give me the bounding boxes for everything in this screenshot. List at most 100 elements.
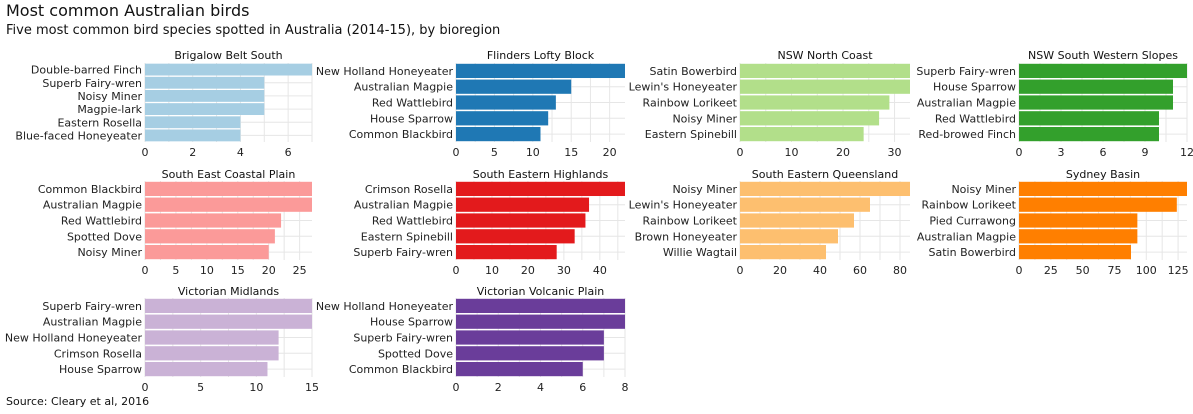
category-label: Noisy Miner [672,112,737,125]
bar [145,76,265,89]
category-label: House Sparrow [370,316,453,329]
category-label: Australian Magpie [43,199,142,212]
bar [1019,79,1173,94]
page-subtitle: Five most common bird species spotted in… [6,23,501,38]
panel-title: NSW North Coast [777,49,873,62]
bar [456,244,557,260]
tick-label: 0 [737,146,744,159]
bar [456,79,572,94]
category-label: Superb Fairy-wren [353,332,453,345]
bar [145,197,312,212]
panel-title: Victorian Volcanic Plain [477,285,605,298]
tick-label: 0 [453,381,460,394]
category-label: Red-browed Finch [918,128,1016,141]
panel-title: Victorian Midlands [178,285,279,298]
category-label: Spotted Dove [378,347,453,360]
tick-label: 20 [603,146,617,159]
category-label: Red Wattlebird [935,112,1016,125]
category-label: New Holland Honeyeater [5,332,143,345]
category-label: Australian Magpie [43,316,142,329]
tick-label: 12 [1180,146,1193,159]
category-label: Australian Magpie [354,199,453,212]
tick-label: 0 [142,381,149,394]
bar [456,346,604,361]
panel-title: South Eastern Queensland [752,168,898,181]
tick-label: 20 [773,264,787,277]
category-label: New Holland Honeyeater [316,65,454,78]
category-label: Australian Magpie [354,81,453,94]
bar [145,103,265,116]
bar [456,126,541,142]
tick-label: 0 [453,264,460,277]
bar [456,330,604,345]
tick-label: 0 [453,146,460,159]
facet-panel: NSW South Western Slopes Superb Fairy-wre… [916,49,1193,159]
bar [1019,95,1173,110]
panel-title: Flinders Lofty Block [487,49,595,62]
category-label: Blue-faced Honeyeater [15,129,142,142]
tick-label: 100 [1136,264,1157,277]
tick-label: 15 [305,381,319,394]
bar [1019,126,1159,142]
facet-panel: Flinders Lofty Block New Holland Honeyeat… [316,49,625,159]
tick-label: 3 [1058,146,1065,159]
tick-label: 25 [1044,264,1058,277]
tick-label: 4 [237,146,244,159]
bar [1019,244,1131,260]
bar [145,89,265,102]
category-label: Brown Honeyeater [635,230,738,243]
tick-label: 8 [622,381,629,394]
category-label: Noisy Miner [951,183,1016,196]
bar [740,229,838,244]
category-label: Noisy Miner [672,183,737,196]
bar [740,197,870,212]
bar [456,314,625,329]
bar [145,116,241,129]
tick-label: 6 [285,146,292,159]
bar [740,63,910,79]
tick-label: 20 [836,146,850,159]
bar [145,361,268,377]
tick-label: 6 [579,381,586,394]
category-label: Noisy Miner [77,90,142,103]
bar [456,111,549,126]
bar [1019,111,1159,126]
category-label: Australian Magpie [917,230,1016,243]
tick-label: 5 [197,381,204,394]
category-label: Rainbow Lorikeet [643,215,738,228]
bar [456,181,625,197]
category-label: Lewin's Honeyeater [629,81,738,94]
category-label: Pied Currawong [929,215,1016,228]
tick-label: 125 [1168,264,1189,277]
tick-label: 50 [1076,264,1090,277]
bar [145,330,279,345]
category-label: Rainbow Lorikeet [922,199,1017,212]
tick-label: 5 [491,146,498,159]
category-label: Spotted Dove [67,230,142,243]
panel-title: South East Coastal Plain [162,168,296,181]
category-label: House Sparrow [933,81,1016,94]
bar [456,229,575,244]
category-label: Double-barred Finch [31,64,142,77]
facet-panel: South East Coastal Plain Common Blackbird… [38,168,312,277]
tick-label: 5 [172,264,179,277]
category-label: House Sparrow [59,363,142,376]
bar [145,244,269,260]
category-label: Noisy Miner [77,246,142,259]
category-label: Superb Fairy-wren [42,77,142,90]
bar [456,63,625,79]
bar [145,129,241,142]
bar [1019,63,1187,79]
category-label: Willie Wagtail [663,246,737,259]
category-label: Magpie-lark [77,103,142,116]
panel-title: South Eastern Highlands [473,168,609,181]
tick-label: 0 [142,146,149,159]
bar [145,213,282,228]
bar [145,346,279,361]
tick-label: 40 [813,264,827,277]
tick-label: 25 [293,264,307,277]
tick-label: 6 [1100,146,1107,159]
tick-label: 20 [262,264,276,277]
tick-label: 15 [564,146,578,159]
